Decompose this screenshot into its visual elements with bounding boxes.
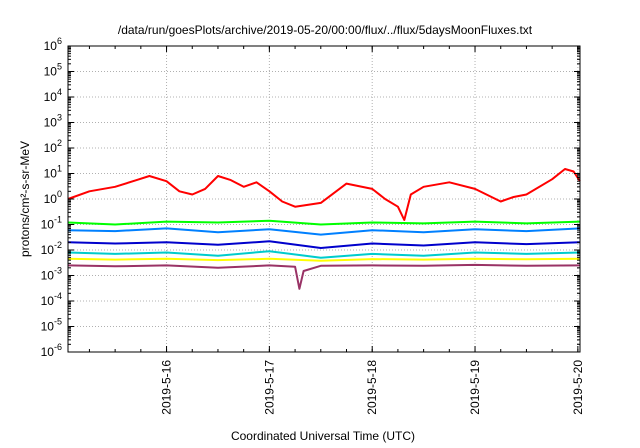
y-tick-label: 100 bbox=[44, 189, 62, 206]
y-axis-label: protons/cm²-s-sr-MeV bbox=[18, 141, 32, 257]
x-axis-label: Coordinated Universal Time (UTC) bbox=[231, 429, 415, 443]
y-tick-label: 10-3 bbox=[41, 266, 62, 283]
y-tick-label: 10-1 bbox=[41, 215, 62, 232]
y-tick-label: 10-2 bbox=[41, 240, 62, 257]
series-line-7 bbox=[67, 263, 581, 290]
x-tick-label: 2019-5-17 bbox=[262, 360, 276, 415]
y-tick-label: 102 bbox=[44, 138, 62, 155]
x-tick-label: 2019-5-18 bbox=[365, 360, 379, 415]
y-tick-label: 10-6 bbox=[41, 342, 62, 359]
y-tick-label: 104 bbox=[44, 87, 62, 104]
grid-lines bbox=[68, 46, 580, 352]
series-group bbox=[67, 168, 581, 290]
x-axis: 2019-5-16 2019-5-17 2019-5-18 2019-5-19 2019… bbox=[88, 46, 585, 415]
series-line-6 bbox=[67, 257, 581, 262]
y-tick-label: 105 bbox=[44, 62, 62, 79]
series-line-2 bbox=[67, 219, 581, 226]
x-tick-label: 2019-5-16 bbox=[160, 360, 174, 415]
series-line-5 bbox=[67, 250, 581, 259]
series-line-1 bbox=[67, 168, 581, 221]
chart-title: /data/run/goesPlots/archive/2019-05-20/0… bbox=[118, 23, 533, 37]
x-tick-label: 2019-5-20 bbox=[571, 360, 585, 415]
series-line-3 bbox=[67, 227, 581, 236]
y-tick-label: 10-4 bbox=[41, 291, 62, 308]
y-axis: 10-6 10-5 10-4 10-3 10-2 10-1 100 101 102 103 104 1… bbox=[41, 36, 580, 359]
y-tick-label: 103 bbox=[44, 113, 62, 130]
series-line-4 bbox=[67, 240, 581, 249]
x-tick-label: 2019-5-19 bbox=[468, 360, 482, 415]
y-tick-label: 101 bbox=[44, 164, 62, 181]
y-tick-label: 10-5 bbox=[41, 317, 62, 334]
y-tick-label: 106 bbox=[44, 36, 62, 53]
